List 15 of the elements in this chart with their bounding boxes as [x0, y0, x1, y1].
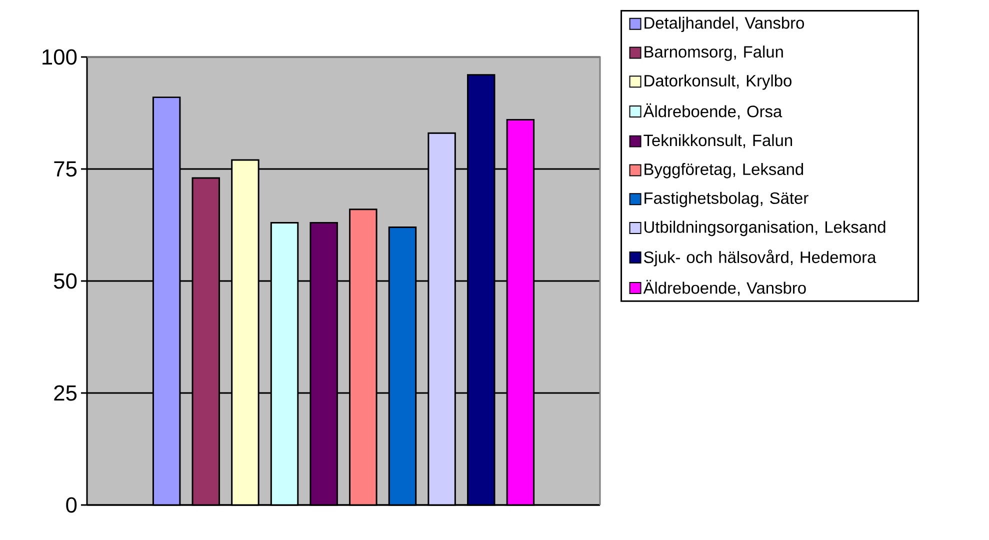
legend-label: Utbildningsorganisation, Leksand [644, 220, 886, 236]
legend-label: Detaljhandel, Vansbro [644, 16, 804, 32]
legend-label: Barnomsorg, Falun [644, 46, 783, 61]
y-tick-label: 0 [66, 497, 77, 513]
legend-label: Byggföretag, Leksand [644, 163, 804, 178]
y-tick-label: 25 [54, 385, 77, 401]
legend-label: Äldreboende, Orsa [643, 103, 782, 120]
legend-label: Datorkonsult, Krylbo [644, 74, 792, 90]
legend-label: Fastighetsbolag, Säter [644, 192, 808, 208]
legend-label: Sjuk- och hälsovård, Hedemora [644, 250, 876, 266]
legend-label: Teknikkonsult, Falun [644, 134, 792, 148]
y-tick-label: 75 [54, 161, 77, 177]
y-tick-label: 50 [54, 273, 77, 289]
y-tick-label: 100 [42, 49, 77, 65]
legend-label: Äldreboende, Vansbro [643, 280, 806, 296]
